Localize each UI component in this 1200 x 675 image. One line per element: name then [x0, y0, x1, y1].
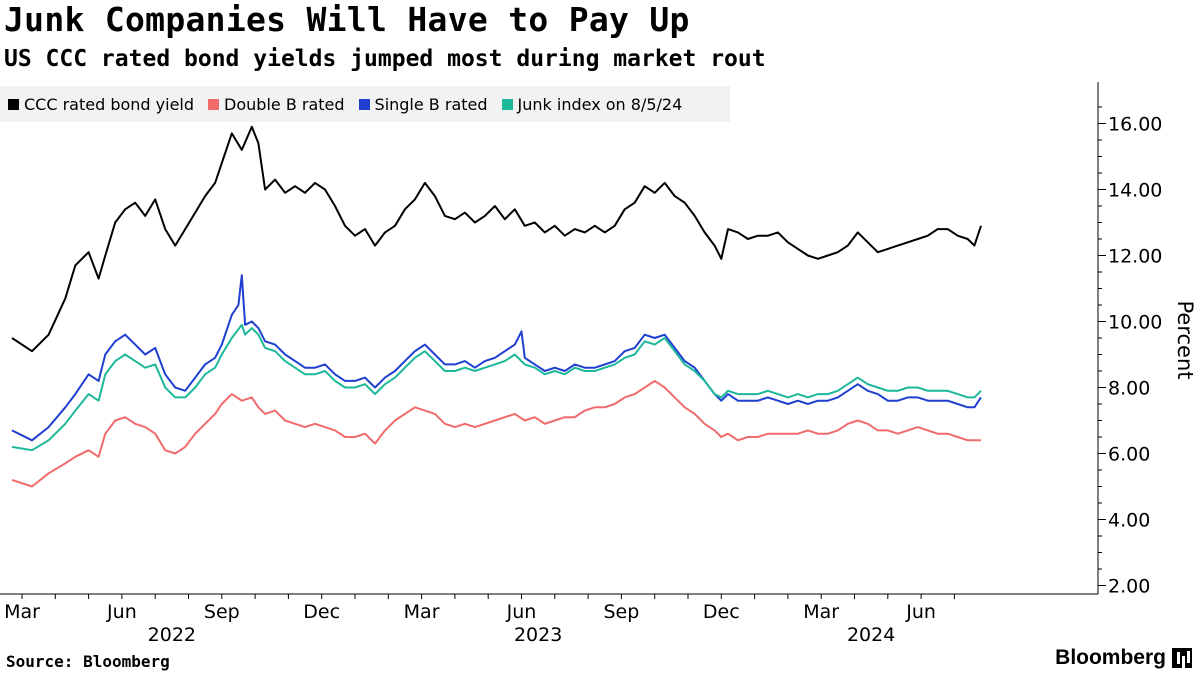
bloomberg-icon [1172, 648, 1192, 668]
axes: 2.00 4.00 6.00 8.00 10.00 12.00 14.00 16.00 Perc… [0, 82, 1197, 646]
legend-item-junk: Junk index on 8/5/24 [501, 94, 683, 114]
x-tick-label: Mar [4, 601, 40, 623]
plot-lines [11, 125, 982, 488]
legend-item-ccc: CCC rated bond yield [8, 95, 194, 114]
legend-swatch-single-b [358, 98, 370, 110]
brand-logo: Bloomberg [1055, 646, 1192, 670]
legend: CCC rated bond yield Double B rated Sing… [0, 86, 730, 122]
series-line-junk [11, 323, 982, 452]
legend-label-ccc: CCC rated bond yield [24, 94, 195, 114]
series-line-ccc [11, 125, 982, 353]
y-tick-label: 8.00 [1108, 378, 1150, 400]
y-tick-label: 14.00 [1108, 180, 1162, 202]
legend-item-single-b: Single B rated [358, 94, 488, 114]
x-tick-label: Mar [803, 601, 839, 623]
y-tick-label: 16.00 [1108, 114, 1162, 136]
x-tick-label: Mar [404, 601, 440, 623]
series-line-single_b [11, 274, 982, 442]
legend-swatch-double-b [208, 98, 220, 110]
brand-name: Bloomberg [1055, 646, 1166, 669]
y-tick-label: 2.00 [1108, 576, 1150, 598]
x-tick-label: Dec [703, 601, 740, 623]
x-year-label: 2024 [847, 624, 895, 646]
series-line-double_b [11, 379, 981, 488]
x-tick-label: Sep [204, 601, 240, 623]
x-tick-label: Dec [303, 601, 340, 623]
x-tick-label: Jun [106, 601, 137, 623]
y-axis-title: Percent [1173, 300, 1197, 379]
legend-swatch-ccc [8, 98, 19, 110]
legend-label-single-b: Single B rated [374, 94, 488, 114]
x-tick-label: Jun [506, 601, 537, 623]
y-tick-label: 6.00 [1108, 444, 1150, 466]
y-tick-label: 12.00 [1108, 246, 1162, 268]
source-note: Source: Bloomberg [6, 652, 170, 671]
x-year-label: 2022 [148, 624, 196, 646]
legend-label-junk: Junk index on 8/5/24 [517, 94, 683, 114]
chart-subtitle: US CCC rated bond yields jumped most dur… [4, 46, 766, 72]
legend-item-double-b: Double B rated [208, 95, 345, 114]
x-tick-label: Sep [603, 601, 639, 623]
y-tick-label: 4.00 [1108, 510, 1150, 532]
chart-title: Junk Companies Will Have to Pay Up [4, 0, 690, 39]
legend-swatch-junk [501, 98, 513, 110]
y-tick-label: 10.00 [1108, 312, 1162, 334]
x-tick-label: Jun [905, 601, 936, 623]
x-year-label: 2023 [514, 624, 562, 646]
legend-label-double-b: Double B rated [224, 94, 345, 114]
